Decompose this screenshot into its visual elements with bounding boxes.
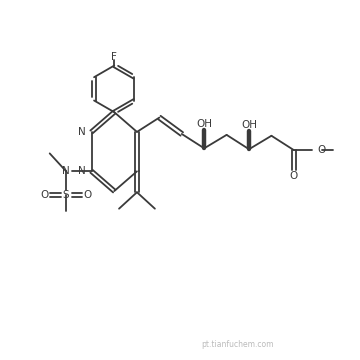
Text: OH: OH bbox=[241, 120, 257, 130]
Text: N: N bbox=[78, 127, 86, 137]
Text: F: F bbox=[111, 52, 117, 62]
Text: O: O bbox=[40, 190, 49, 200]
Text: N: N bbox=[78, 166, 86, 176]
Text: O: O bbox=[84, 190, 92, 200]
Text: N: N bbox=[62, 166, 70, 176]
Text: O: O bbox=[290, 171, 298, 180]
Text: pt.tianfuchem.com: pt.tianfuchem.com bbox=[201, 339, 274, 348]
Text: O: O bbox=[318, 145, 326, 155]
Text: OH: OH bbox=[196, 119, 212, 129]
Text: S: S bbox=[63, 190, 69, 200]
